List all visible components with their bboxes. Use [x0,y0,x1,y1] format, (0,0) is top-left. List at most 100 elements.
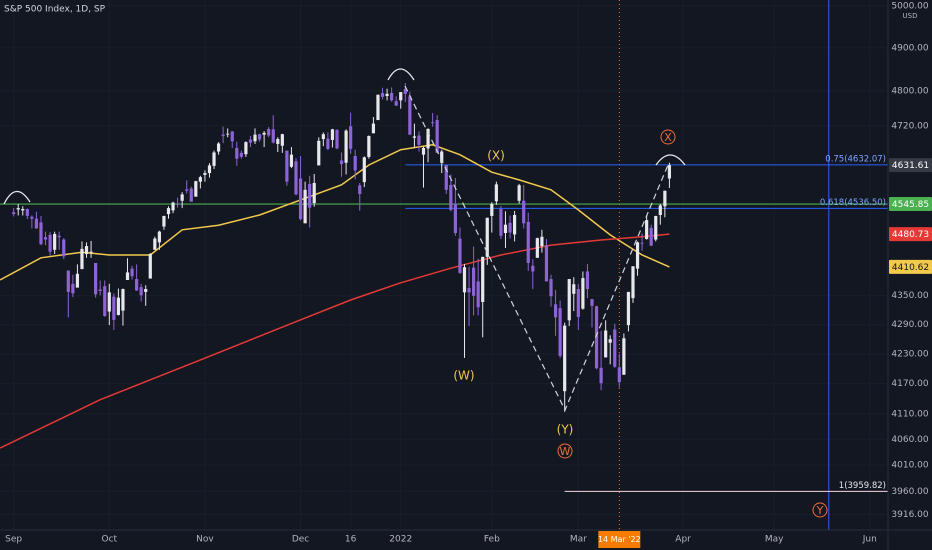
y-tick-label: 4720.00 [891,121,928,131]
candle-body [89,251,93,253]
candle-body [367,135,371,157]
candle-body [112,296,116,320]
moving-average [0,233,670,449]
candle-body [48,234,52,252]
candle-body [526,221,530,263]
candle-body [494,184,498,202]
candle-body [180,194,184,201]
price-label: 4480.73 [892,230,929,240]
candle-body [462,267,467,293]
x-tick-label: Nov [196,535,214,545]
candle-body [585,271,590,290]
candle-body [84,246,89,255]
candle-body [499,209,503,236]
candle-body [640,242,644,244]
candle-body [16,208,20,210]
crosshair-label-bg [598,531,641,548]
price-label: 4631.61 [892,161,929,171]
candle-body [472,267,476,296]
candle-body [635,242,640,269]
fib-label: 0.75(4632.07) [825,154,886,164]
candle-body [362,157,366,183]
candle-body [349,126,353,149]
candle-body [540,236,544,247]
candle-body [176,203,180,205]
candle-body [604,330,608,358]
candle-body [162,215,166,227]
candle-body [312,183,316,204]
candle-body [431,122,435,124]
y-tick-label: 4800.00 [891,86,928,96]
y-tick-label: 3916.00 [891,510,928,520]
candle-body [458,238,462,273]
candle-body [572,284,576,294]
candle-body [476,281,480,308]
x-tick-label: Sep [5,535,22,545]
candle-body [107,292,111,312]
candle-body [617,367,621,383]
x-tick-label: Feb [484,535,500,545]
candle-body [21,209,25,211]
candle-body [426,128,430,149]
price-label: 4410.62 [892,263,929,273]
candle-body [531,265,535,272]
candle-body [139,287,143,296]
annotation: W [560,445,571,458]
annotation-circle [557,443,573,459]
price-label-bg [889,197,932,212]
candle-body [508,222,512,233]
candle-body [75,273,80,288]
candle-body [239,152,243,157]
annotation: (X) [487,149,505,163]
arc [655,154,686,166]
candle-body [649,227,653,246]
candle-body [221,134,225,136]
wave-line [404,85,669,412]
candle-body [166,208,171,215]
candle-body [353,155,357,171]
x-tick-label: 2022 [389,535,412,545]
candle-body [203,173,207,175]
candle-body [380,92,385,97]
y-tick-label: 4230.00 [891,349,928,359]
x-tick-label: Oct [102,535,118,545]
y-tick-label: 4110.00 [891,409,928,419]
candle-body [189,188,193,202]
candle-body [185,189,189,191]
candle-body [444,164,448,190]
candle-body [421,147,426,155]
x-tick-label: May [765,535,784,545]
candle-body [613,329,617,367]
candle-body [253,134,257,142]
candle-body [66,270,70,292]
candle-body [171,202,175,211]
candle-body [244,142,248,155]
candle-body [103,286,107,316]
candle-body [12,212,16,215]
candle-body [330,129,335,140]
candle-body [262,132,266,135]
candle-body [449,184,453,210]
candle-body [198,177,202,182]
annotation-circle [812,502,828,518]
candle-body [194,181,198,197]
candle-body [144,289,148,292]
candle-body [212,152,216,166]
candle-body [121,289,125,311]
candle-body [558,308,562,356]
candle-body [226,133,230,135]
candle-body [453,203,457,234]
candle-body [39,222,43,245]
candle-body [412,136,416,138]
candle-body [34,218,39,229]
candle-body [94,262,98,295]
candle-body [53,233,57,250]
x-tick-label: 16 [345,535,357,545]
y-tick-label: 4900.00 [891,43,928,53]
candle-body [485,217,489,257]
candle-body [285,150,289,182]
candle-body [207,165,212,174]
candle-body [467,288,471,293]
candle-body [294,161,298,195]
candle-body [276,139,280,144]
